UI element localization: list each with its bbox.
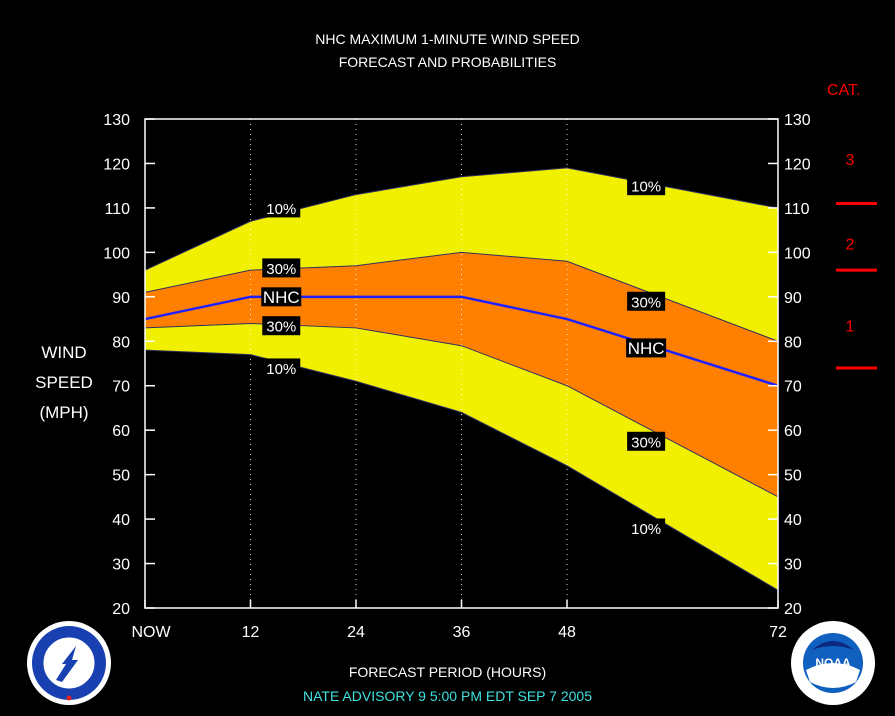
nws-logo: [26, 620, 112, 711]
y-tick-label: 120: [103, 156, 130, 173]
y-tick-label: 30: [784, 557, 802, 574]
y-tick-label: 80: [784, 334, 802, 351]
y-tick-label: 20: [112, 601, 130, 618]
y-tick-label: 90: [112, 290, 130, 307]
category-label: 2: [846, 236, 855, 253]
nhc-forecast-line: [144, 295, 779, 387]
curve-label: 30%: [266, 261, 296, 278]
y-tick-label: 30: [112, 557, 130, 574]
curve-label: 10%: [631, 179, 661, 196]
curve-label-box: [627, 431, 666, 451]
y-tick-label: 40: [784, 512, 802, 529]
curve-label: 30%: [631, 434, 661, 451]
ext-label: EXT: [749, 593, 774, 608]
x-tick-label: 48: [558, 624, 576, 641]
x-tick-label: NOW: [131, 624, 171, 641]
category-title: CAT.: [827, 82, 861, 99]
y-tick-label: 110: [104, 201, 130, 218]
advisory-text: NATE ADVISORY 9 5:00 PM EDT SEP 7 2005: [303, 688, 592, 704]
x-axis-label: FORECAST PERIOD (HOURS): [348, 664, 547, 680]
curve-label-box: [627, 176, 666, 196]
curve-label: 10%: [631, 521, 661, 538]
y-tick-label: 130: [784, 112, 811, 129]
y-tick-label: 60: [112, 423, 130, 440]
curve-label-box: [262, 198, 301, 218]
probability-boundary-line: [144, 167, 779, 271]
category-label: 3: [846, 152, 855, 169]
curve-label-box: [262, 358, 301, 378]
noaa-logo-text: NOAA: [815, 656, 851, 670]
inner-probability-band: [145, 252, 778, 497]
y-tick-label: 130: [103, 112, 130, 129]
y-tick-label: 100: [103, 245, 130, 262]
x-tick-label: 36: [453, 624, 471, 641]
noaa-logo: NOAA: [790, 620, 876, 711]
chart-subtitle: FORECAST AND PROBABILITIES: [338, 54, 557, 70]
y-tick-label: 120: [784, 156, 811, 173]
y-axis-label-line-1: WIND: [41, 343, 87, 362]
y-tick-label: 50: [784, 468, 802, 485]
curve-label-box: [627, 291, 666, 311]
curve-label: 30%: [631, 294, 661, 311]
probability-boundary-line: [144, 251, 779, 342]
y-tick-label: 90: [784, 290, 802, 307]
probability-boundary-line: [144, 349, 779, 591]
y-axis-label: WIND SPEED (MPH): [22, 338, 106, 428]
curve-label-box: [627, 518, 666, 538]
curve-label: 10%: [266, 361, 296, 378]
x-tick-label: 72: [769, 624, 787, 641]
y-tick-label: 20: [784, 601, 802, 618]
curve-label: NHC: [263, 288, 300, 307]
chart-title: NHC MAXIMUM 1-MINUTE WIND SPEED: [315, 31, 580, 47]
probability-boundary-line: [144, 322, 779, 498]
curve-label-box: [262, 258, 301, 278]
x-tick-label: 24: [347, 624, 365, 641]
curve-label: NHC: [628, 339, 665, 358]
y-tick-label: 100: [784, 245, 811, 262]
category-label: 1: [846, 319, 855, 336]
y-tick-label: 70: [112, 379, 130, 396]
curve-label: 30%: [266, 319, 296, 336]
curve-label: 10%: [266, 201, 296, 218]
y-tick-label: 60: [784, 423, 802, 440]
y-axis-label-line-2: SPEED: [35, 373, 93, 392]
curve-label-box: [261, 287, 302, 307]
y-tick-label: 80: [112, 334, 130, 351]
y-tick-label: 110: [784, 201, 810, 218]
curve-label-box: [262, 316, 301, 336]
curve-label-box: [626, 338, 667, 358]
y-tick-label: 40: [112, 512, 130, 529]
y-tick-label: 50: [112, 468, 130, 485]
y-axis-label-line-3: (MPH): [39, 403, 89, 422]
y-tick-label: 70: [784, 379, 802, 396]
x-tick-label: 12: [242, 624, 260, 641]
